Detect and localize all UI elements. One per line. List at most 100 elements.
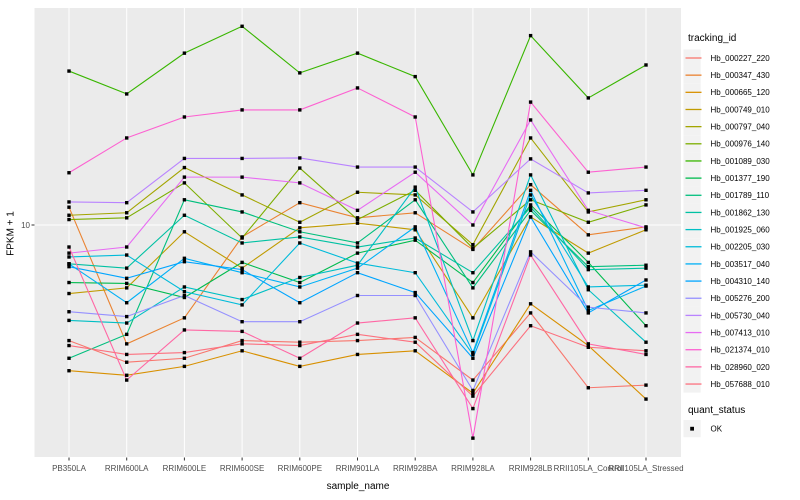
point-Hb_002205_030 xyxy=(67,255,71,259)
point-Hb_021374_010 xyxy=(586,170,590,174)
point-Hb_001925_060 xyxy=(125,321,129,325)
point-Hb_003517_040 xyxy=(586,308,590,313)
x-tick-label: RRIM600SE xyxy=(220,464,264,473)
point-Hb_000665_120 xyxy=(644,397,648,401)
legend-item-label: Hb_001089_030 xyxy=(711,157,771,166)
point-Hb_001789_110 xyxy=(413,198,417,202)
point-Hb_007413_010 xyxy=(298,181,302,185)
point-Hb_001862_130 xyxy=(644,266,648,270)
legend-item-label: Hb_000347_430 xyxy=(711,71,771,80)
point-Hb_002205_030 xyxy=(182,289,187,294)
point-Hb_028960_020 xyxy=(528,253,533,257)
point-Hb_000227_220 xyxy=(355,338,360,343)
point-Hb_001089_030 xyxy=(528,33,533,38)
point-Hb_000227_220 xyxy=(298,340,302,344)
point-Hb_021374_010 xyxy=(644,165,648,169)
point-Hb_005730_040 xyxy=(528,157,533,161)
point-Hb_005276_200 xyxy=(298,320,302,324)
point-Hb_000227_220 xyxy=(644,383,648,387)
legend-item: Hb_028960_020 xyxy=(683,358,770,376)
legend-item-label: Hb_002205_030 xyxy=(711,243,771,252)
point-Hb_000797_040 xyxy=(182,165,187,170)
point-Hb_001925_060 xyxy=(298,275,302,280)
point-Hb_001789_110 xyxy=(471,286,475,290)
point-Hb_021374_010 xyxy=(355,86,360,90)
point-Hb_007413_010 xyxy=(528,118,533,122)
y-axis-title: FPKM + 1 xyxy=(6,211,17,256)
point-Hb_000749_010 xyxy=(471,316,475,320)
point-Hb_005276_200 xyxy=(182,293,187,298)
legend-item: Hb_000227_220 xyxy=(683,49,770,67)
point-Hb_057688_010 xyxy=(67,343,71,348)
point-Hb_001377_190 xyxy=(240,260,244,265)
point-Hb_000665_120 xyxy=(298,364,302,369)
point-Hb_004310_140 xyxy=(182,259,187,264)
point-Hb_004310_140 xyxy=(644,278,648,282)
point-Hb_057688_010 xyxy=(528,324,533,328)
point-Hb_007413_010 xyxy=(586,208,590,213)
point-Hb_000976_140 xyxy=(298,166,302,170)
point-Hb_002205_030 xyxy=(413,270,417,275)
point-Hb_028960_020 xyxy=(644,352,648,357)
point-Hb_005276_200 xyxy=(67,310,71,314)
point-Hb_004310_140 xyxy=(528,215,533,219)
legend-item: Hb_001377_190 xyxy=(683,169,771,187)
point-Hb_000227_220 xyxy=(125,360,129,364)
point-Hb_005730_040 xyxy=(182,156,187,161)
point-Hb_004310_140 xyxy=(240,267,244,272)
point-Hb_021374_010 xyxy=(413,115,417,119)
point-Hb_000797_040 xyxy=(240,193,244,197)
x-axis: PB350LA RRIM600LA RRIM600LE RRIM600SE RRIM60… xyxy=(52,457,684,473)
x-tick-label: RRIM600LA xyxy=(105,464,149,473)
point-Hb_000749_010 xyxy=(413,228,417,232)
point-Hb_003517_040 xyxy=(355,266,360,270)
legend-item: Hb_000797_040 xyxy=(683,118,770,136)
point-Hb_001089_030 xyxy=(67,69,71,73)
point-Hb_005730_040 xyxy=(644,188,648,193)
point-Hb_001925_060 xyxy=(644,340,648,344)
point-Hb_000749_010 xyxy=(298,226,302,230)
point-Hb_005276_200 xyxy=(413,293,417,298)
point-Hb_001925_060 xyxy=(182,285,187,289)
point-Hb_021374_010 xyxy=(125,136,129,140)
point-Hb_005276_200 xyxy=(240,320,244,324)
x-tick-label: RRII105LA_Stressed xyxy=(608,464,683,473)
point-Hb_000347_430 xyxy=(67,205,71,209)
point-Hb_004310_140 xyxy=(413,290,417,295)
point-Hb_000976_140 xyxy=(182,181,187,185)
point-Hb_001925_060 xyxy=(528,173,533,177)
legend-item: Hb_001862_130 xyxy=(683,203,771,222)
point-Hb_000976_140 xyxy=(644,203,648,207)
point-Hb_004310_140 xyxy=(125,276,129,281)
legend-item-label: Hb_000665_120 xyxy=(711,88,771,97)
x-tick-label: RRIM928BA xyxy=(393,464,438,473)
point-Hb_001089_030 xyxy=(298,71,302,75)
legend-item: Hb_021374_010 xyxy=(683,341,771,359)
point-Hb_000227_220 xyxy=(182,356,187,360)
legend-item-label: Hb_001377_190 xyxy=(711,174,771,183)
point-Hb_001789_110 xyxy=(586,264,590,269)
legend-item: Hb_000976_140 xyxy=(683,135,770,153)
point-Hb_007413_010 xyxy=(67,251,71,255)
point-Hb_057688_010 xyxy=(125,352,129,357)
point-Hb_001789_110 xyxy=(298,230,302,234)
point-Hb_003517_040 xyxy=(125,301,129,305)
point-Hb_005730_040 xyxy=(125,200,129,205)
point-Hb_001377_190 xyxy=(355,251,360,255)
point-Hb_000749_010 xyxy=(355,221,360,225)
point-Hb_002205_030 xyxy=(471,352,475,357)
legend-item-label: Hb_001862_130 xyxy=(711,208,771,217)
point-Hb_007413_010 xyxy=(644,226,648,230)
legend-item-label: Hb_021374_010 xyxy=(711,346,771,355)
point-Hb_003517_040 xyxy=(298,285,302,289)
point-Hb_000665_120 xyxy=(528,302,533,306)
point-Hb_000347_430 xyxy=(528,182,533,187)
point-Hb_000227_220 xyxy=(413,335,417,340)
legend-item-label: Hb_004310_140 xyxy=(711,277,771,286)
point-Hb_004310_140 xyxy=(67,264,71,269)
point-Hb_007413_010 xyxy=(182,175,187,179)
point-Hb_001377_190 xyxy=(298,280,302,285)
point-Hb_003517_040 xyxy=(240,270,244,275)
point-Hb_001862_130 xyxy=(471,270,475,275)
point-Hb_001377_190 xyxy=(67,280,71,285)
